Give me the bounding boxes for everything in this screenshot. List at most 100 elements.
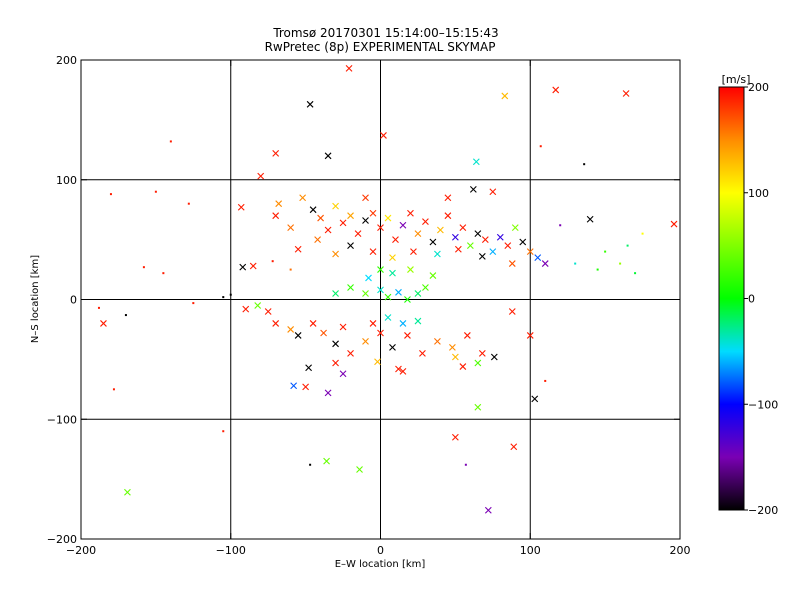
data-point-stroke	[377, 224, 384, 232]
data-point-stroke	[339, 219, 347, 227]
data-point-cross	[399, 367, 407, 375]
data-point-stroke	[392, 236, 399, 244]
data-point-stroke	[309, 320, 317, 327]
data-point-cross	[100, 320, 107, 327]
data-point-stroke	[332, 250, 339, 258]
chart-subtitle: RwPretec (8p) EXPERIMENTAL SKYMAP	[265, 40, 496, 54]
data-point-stroke	[404, 296, 411, 303]
data-point-cross	[404, 332, 411, 339]
data-point-dot	[109, 193, 112, 196]
data-point-stroke	[474, 230, 482, 238]
data-point-dot	[574, 262, 577, 265]
data-point-stroke	[369, 209, 377, 217]
data-point-cross	[369, 209, 377, 217]
data-point-stroke	[501, 92, 509, 100]
data-point-cross	[362, 217, 369, 224]
data-point-stroke	[237, 203, 245, 211]
data-point-cross	[377, 329, 384, 337]
data-point-cross	[489, 248, 497, 255]
data-point-cross	[347, 349, 354, 357]
data-point-cross	[272, 212, 280, 220]
data-point-dot	[222, 430, 225, 433]
colorbar-tick-label: 100	[748, 187, 769, 200]
data-point-cross	[399, 320, 407, 327]
data-point-cross	[384, 214, 392, 222]
data-point-stroke	[332, 359, 339, 367]
data-point-stroke	[469, 185, 477, 193]
data-point-cross	[429, 272, 437, 279]
data-point-stroke	[414, 230, 422, 238]
data-point-cross	[511, 224, 519, 232]
data-point-cross	[290, 382, 298, 390]
data-point-cross	[362, 194, 369, 202]
data-point-stroke	[463, 332, 471, 339]
data-point-cross	[531, 395, 539, 403]
data-point-stroke	[384, 293, 392, 301]
data-point-cross	[309, 206, 317, 214]
data-point-stroke	[489, 248, 497, 255]
data-point-stroke	[287, 224, 295, 232]
data-point-stroke	[444, 212, 452, 220]
data-point-stroke	[254, 302, 262, 309]
data-point-cross	[586, 215, 594, 223]
data-point-dot	[192, 302, 195, 305]
data-point-cross	[347, 284, 354, 291]
data-point-stroke	[324, 152, 332, 160]
data-point-stroke	[508, 308, 516, 315]
data-point-stroke	[399, 367, 407, 375]
data-point-dot	[229, 293, 232, 296]
colorbar-tick-label: −100	[748, 398, 778, 411]
data-point-cross	[257, 172, 265, 180]
data-point-stroke	[320, 329, 327, 337]
data-point-stroke	[389, 269, 396, 277]
data-point-cross	[287, 224, 295, 232]
data-point-stroke	[314, 236, 321, 244]
data-point-cross	[622, 90, 630, 97]
data-point-stroke	[365, 274, 372, 282]
data-point-cross	[459, 224, 467, 232]
data-point-cross	[124, 488, 131, 496]
data-point-cross	[466, 242, 474, 250]
x-tick-label: 0	[377, 544, 384, 557]
data-point-cross	[345, 64, 353, 72]
data-point-cross	[552, 86, 560, 94]
data-point-stroke	[429, 272, 437, 279]
data-point-stroke	[552, 86, 560, 94]
y-axis-ticks: −200 −100 0 100 200	[47, 54, 680, 546]
data-point-cross	[354, 230, 362, 238]
data-point-stroke	[332, 202, 339, 210]
data-point-cross	[365, 274, 372, 282]
data-points	[97, 64, 678, 514]
data-point-stroke	[384, 214, 392, 222]
data-point-cross	[451, 433, 459, 441]
data-point-cross	[302, 383, 310, 391]
colorbar-tick-label: 0	[748, 293, 755, 306]
data-point-dot	[124, 314, 127, 317]
data-point-dot	[539, 145, 542, 148]
data-point-cross	[317, 214, 324, 222]
data-point-dot	[142, 266, 145, 269]
data-point-stroke	[287, 326, 295, 333]
data-point-cross	[414, 290, 422, 297]
data-point-cross	[294, 332, 302, 339]
data-point-cross	[380, 132, 387, 139]
data-point-cross	[389, 344, 396, 351]
data-point-stroke	[299, 194, 307, 202]
data-point-stroke	[324, 226, 332, 234]
x-axis-label: E–W location [km]	[335, 559, 426, 570]
data-point-cross	[356, 466, 363, 473]
data-point-cross	[410, 248, 417, 255]
data-point-cross	[332, 250, 339, 258]
data-point-cross	[362, 338, 369, 345]
data-point-cross	[496, 233, 504, 241]
x-tick-label: −100	[216, 544, 246, 557]
data-point-stroke	[395, 365, 402, 373]
data-point-cross	[294, 245, 302, 253]
data-point-stroke	[407, 209, 414, 217]
data-point-cross	[670, 220, 678, 228]
data-point-stroke	[362, 217, 369, 224]
data-point-cross	[508, 308, 516, 315]
data-point-cross	[451, 233, 459, 241]
grid-lines	[81, 60, 680, 539]
data-point-stroke	[429, 238, 437, 246]
